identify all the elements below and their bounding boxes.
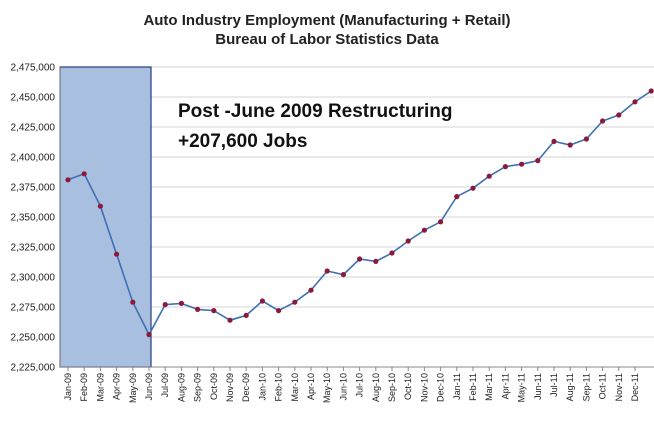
data-point <box>600 118 606 124</box>
y-tick-label: 2,350,000 <box>11 213 56 224</box>
x-tick-label: Sep-10 <box>387 373 397 402</box>
data-point <box>324 268 330 274</box>
x-tick-label: Jan-10 <box>257 373 267 401</box>
y-tick-label: 2,400,000 <box>11 153 56 164</box>
data-point <box>65 177 71 183</box>
x-tick-labels: Jan-09 Feb-09 Mar-09 Apr-09 May-09 Jun-09 Jul-… <box>63 367 640 403</box>
data-point <box>535 158 541 164</box>
x-tick-label: Jan-11 <box>452 373 462 400</box>
data-point <box>648 88 654 94</box>
x-tick-label: Aug-11 <box>565 373 575 401</box>
x-tick-label: Oct-09 <box>209 373 219 400</box>
data-point <box>340 272 346 278</box>
y-tick-labels: 2,225,000 2,250,000 2,275,000 2,300,000 2,32… <box>11 63 56 374</box>
data-point <box>276 308 282 314</box>
data-point <box>486 173 492 179</box>
x-tick-label: Apr-09 <box>112 373 122 400</box>
data-point <box>583 136 590 142</box>
data-point <box>162 302 168 308</box>
y-tick-label: 2,225,000 <box>11 363 56 374</box>
annotation-jobs: +207,600 Jobs <box>178 131 307 152</box>
data-point <box>421 227 427 233</box>
data-point <box>308 287 314 293</box>
x-tick-label: Nov-10 <box>419 373 429 402</box>
x-tick-label: Jul-11 <box>549 373 559 397</box>
x-tick-label: Mar-11 <box>484 373 494 401</box>
data-point <box>195 306 201 312</box>
x-tick-label: Oct-10 <box>403 373 413 400</box>
x-tick-label: Apr-11 <box>500 373 510 399</box>
x-tick-label: Dec-11 <box>630 373 640 401</box>
data-point <box>567 142 573 148</box>
x-tick-label: Jan-09 <box>63 373 73 401</box>
data-point <box>211 308 217 314</box>
data-point <box>178 300 184 306</box>
data-point <box>357 256 363 262</box>
data-point <box>130 299 136 305</box>
x-tick-label: Jul-10 <box>355 373 365 398</box>
chart-title: Auto Industry Employment (Manufacturing … <box>143 12 511 29</box>
x-tick-label: Jun-11 <box>533 373 543 400</box>
highlight-region <box>59 66 152 368</box>
x-tick-label: Nov-11 <box>614 373 624 401</box>
annotation-restructuring: Post -June 2009 Restructuring <box>178 101 453 122</box>
axes <box>59 67 654 368</box>
data-point <box>373 258 379 264</box>
x-tick-label: Feb-11 <box>468 373 478 401</box>
gridlines <box>60 66 654 368</box>
data-points <box>65 88 654 338</box>
x-tick-label: Oct-11 <box>598 373 608 399</box>
y-tick-label: 2,450,000 <box>11 93 56 104</box>
y-tick-label: 2,300,000 <box>11 273 56 284</box>
x-tick-label: Mar-10 <box>290 373 300 402</box>
x-tick-label: Mar-09 <box>95 373 105 402</box>
x-tick-label: Dec-09 <box>241 373 251 402</box>
y-tick-label: 2,475,000 <box>11 63 56 74</box>
y-tick-label: 2,325,000 <box>11 243 56 254</box>
data-point <box>227 317 233 323</box>
data-point <box>81 171 87 177</box>
data-point <box>502 164 508 170</box>
x-tick-label: May-09 <box>128 373 138 403</box>
x-tick-label: Dec-10 <box>436 373 446 402</box>
data-point <box>454 194 460 200</box>
y-tick-label: 2,250,000 <box>11 333 56 344</box>
data-point <box>519 161 525 167</box>
data-point <box>405 238 411 244</box>
data-point <box>389 250 395 256</box>
x-tick-label: Feb-10 <box>274 373 284 402</box>
data-point <box>470 185 476 191</box>
data-point <box>259 298 265 304</box>
data-point <box>146 332 152 338</box>
x-tick-label: Jun-09 <box>144 373 154 401</box>
y-tick-label: 2,375,000 <box>11 183 56 194</box>
x-tick-label: May-11 <box>517 373 527 402</box>
x-tick-label: Aug-09 <box>176 373 186 402</box>
data-point <box>438 219 444 225</box>
data-point <box>632 99 638 105</box>
x-tick-label: Aug-10 <box>371 373 381 402</box>
data-point <box>551 138 557 144</box>
data-point <box>114 251 120 257</box>
x-tick-label: Jun-10 <box>338 373 348 401</box>
y-tick-label: 2,425,000 <box>11 123 56 134</box>
y-tick-label: 2,275,000 <box>11 303 56 314</box>
x-tick-label: Apr-10 <box>306 373 316 400</box>
x-tick-label: Jul-09 <box>160 373 170 398</box>
x-tick-label: Nov-09 <box>225 373 235 402</box>
x-tick-label: Sep-09 <box>193 373 203 402</box>
data-point <box>243 312 249 318</box>
data-point <box>616 112 622 118</box>
x-tick-label: May-10 <box>322 373 332 403</box>
data-point <box>292 299 298 305</box>
series-line <box>67 90 652 337</box>
chart-subtitle: Bureau of Labor Statistics Data <box>215 31 439 48</box>
data-point <box>97 203 103 209</box>
x-tick-label: Sep-11 <box>581 373 591 401</box>
x-tick-label: Feb-09 <box>79 373 89 402</box>
